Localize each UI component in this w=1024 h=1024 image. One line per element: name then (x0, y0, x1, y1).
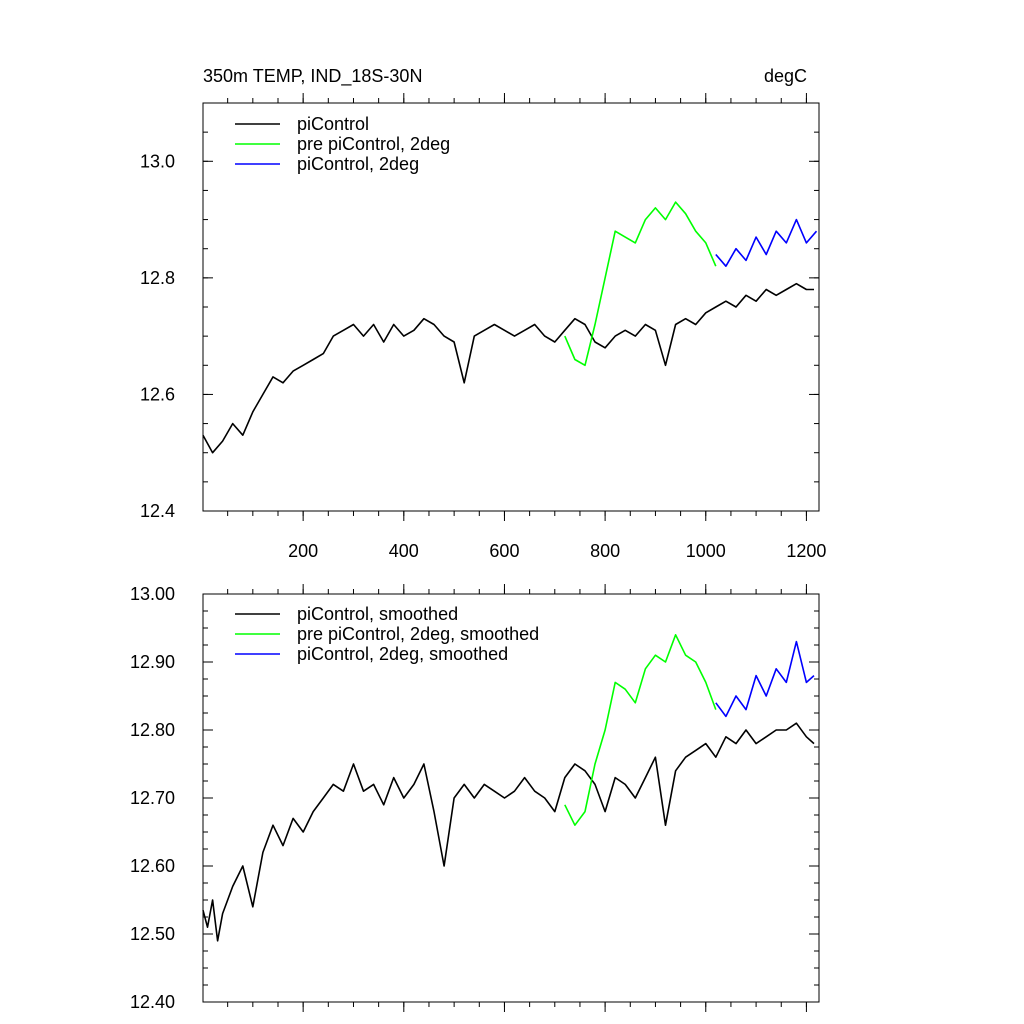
x-tick-label: 1000 (686, 541, 726, 561)
y-tick-label: 12.4 (140, 501, 175, 521)
y-tick-label: 13.00 (130, 584, 175, 604)
y-tick-label: 12.80 (130, 720, 175, 740)
y-tick-label: 12.40 (130, 992, 175, 1012)
top-panel: 350m TEMP, IND_18S-30N degC 12.4 12.6 12.8… (140, 66, 826, 561)
y-tick-label: 13.0 (140, 151, 175, 171)
plot-frame (202, 593, 820, 1003)
x-tick-label: 800 (590, 541, 620, 561)
legend-label: piControl, 2deg (297, 154, 419, 174)
chart-title: 350m TEMP, IND_18S-30N (203, 66, 422, 87)
legend-label: piControl (297, 114, 369, 134)
series-line-0 (202, 282, 814, 454)
y-tick-label: 12.90 (130, 652, 175, 672)
series-lines (202, 201, 818, 454)
x-tick-label: 200 (288, 541, 318, 561)
x-tick-label: 1200 (786, 541, 826, 561)
axes: 12.4 12.6 12.8 13.0 200 400 600 800 1000 1200 (140, 93, 826, 561)
plot-frame (202, 102, 820, 512)
series-line-1 (564, 633, 717, 827)
series-line-1 (564, 201, 717, 367)
legend-label: pre piControl, 2deg, smoothed (297, 624, 539, 644)
y-tick-label: 12.8 (140, 268, 175, 288)
series-line-2 (715, 640, 815, 718)
series-line-2 (715, 218, 818, 268)
x-tick-label: 400 (389, 541, 419, 561)
series-line-0 (202, 722, 815, 942)
units-label: degC (764, 66, 807, 86)
series-lines (202, 633, 815, 942)
axes: 12.40 12.50 12.60 12.70 12.80 12.90 13.00 (130, 584, 819, 1012)
x-tick-label: 600 (489, 541, 519, 561)
bottom-panel: 12.40 12.50 12.60 12.70 12.80 12.90 13.00 piCo… (130, 584, 820, 1012)
legend-label: piControl, 2deg, smoothed (297, 644, 508, 664)
y-tick-label: 12.6 (140, 384, 175, 404)
y-tick-label: 12.50 (130, 924, 175, 944)
legend-label: piControl, smoothed (297, 604, 458, 624)
legend-label: pre piControl, 2deg (297, 134, 450, 154)
y-tick-label: 12.60 (130, 856, 175, 876)
y-tick-label: 12.70 (130, 788, 175, 808)
